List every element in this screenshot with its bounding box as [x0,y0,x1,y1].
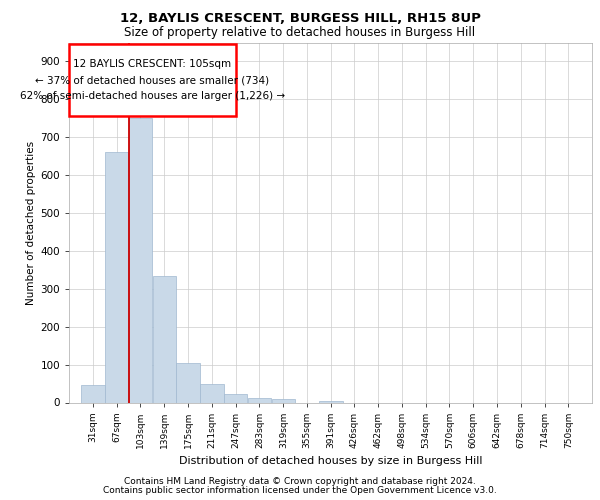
Y-axis label: Number of detached properties: Number of detached properties [26,140,36,304]
Bar [152,276,176,402]
Text: Size of property relative to detached houses in Burgess Hill: Size of property relative to detached ho… [124,26,476,39]
Bar [200,384,224,402]
Bar [272,400,295,402]
Bar [248,398,271,402]
FancyBboxPatch shape [69,44,236,116]
X-axis label: Distribution of detached houses by size in Burgess Hill: Distribution of detached houses by size … [179,456,482,466]
Bar [319,400,343,402]
Bar [176,362,200,403]
Bar [105,152,128,402]
Text: 12 BAYLIS CRESCENT: 105sqm
← 37% of detached houses are smaller (734)
62% of sem: 12 BAYLIS CRESCENT: 105sqm ← 37% of deta… [20,60,285,100]
Text: Contains HM Land Registry data © Crown copyright and database right 2024.: Contains HM Land Registry data © Crown c… [124,477,476,486]
Bar [81,384,104,402]
Bar [224,394,247,402]
Text: Contains public sector information licensed under the Open Government Licence v3: Contains public sector information licen… [103,486,497,495]
Bar [128,118,152,403]
Text: 12, BAYLIS CRESCENT, BURGESS HILL, RH15 8UP: 12, BAYLIS CRESCENT, BURGESS HILL, RH15 … [119,12,481,26]
